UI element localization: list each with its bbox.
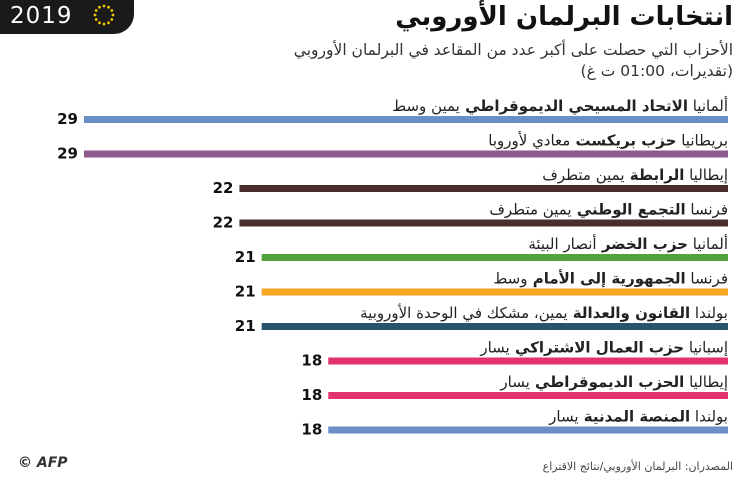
orientation-label: يمين متطرف [489, 201, 571, 219]
row-label: بولندا المنصة المدنية يسار [548, 408, 728, 426]
country-label: ألمانيا [688, 234, 728, 253]
seat-value-label: 18 [301, 352, 322, 370]
eu-stars-icon [93, 4, 115, 26]
afp-credit: © AFP [18, 455, 68, 471]
orientation-label: يسار [499, 373, 529, 391]
bar [239, 185, 728, 192]
country-label: فرنسا [686, 270, 728, 288]
party-label: القانون والعدالة [568, 304, 691, 322]
country-label: بولندا [690, 408, 728, 426]
row-label: ألمانيا الاتحاد المسيحي الديموقراطي يمين… [392, 96, 728, 115]
bar [328, 357, 728, 365]
country-label: فرنسا [686, 201, 728, 219]
party-label: حزب العمال الاشتراكي [510, 339, 684, 357]
bar [84, 116, 728, 123]
chart-subtitle: الأحزاب التي حصلت على أكبر عدد من المقاع… [294, 40, 733, 82]
row-label: إيطاليا الحزب الديموقراطي يسار [499, 373, 728, 391]
country-label: بولندا [690, 304, 728, 322]
party-label: الجمهورية إلى الأمام [528, 270, 686, 288]
row-label: بريطانيا حزب بريكست معادي لأوروبا [488, 131, 728, 151]
source-note: المصدران: البرلمان الأوروبي/نتائج الاقتر… [542, 460, 733, 473]
row-label: فرنسا الجمهورية إلى الأمام وسط [493, 270, 728, 288]
row-label: فرنسا التجمع الوطني يمين متطرف [489, 201, 728, 219]
orientation-label: أنصار البيئة [528, 234, 596, 253]
row-label: إيطاليا الرابطة يمين متطرف [542, 166, 728, 184]
orientation-label: وسط [493, 270, 527, 288]
bar [328, 426, 728, 434]
orientation-label: يمين متطرف [542, 166, 624, 184]
subtitle-line-1: الأحزاب التي حصلت على أكبر عدد من المقاع… [293, 41, 733, 59]
row-label: ألمانيا حزب الخضر أنصار البيئة [528, 234, 728, 253]
country-label: إسبانيا [684, 339, 728, 357]
row-label: إسبانيا حزب العمال الاشتراكي يسار [479, 339, 728, 357]
bar [261, 254, 728, 261]
orientation-label: معادي لأوروبا [488, 131, 570, 151]
orientation-label: يسار [548, 408, 578, 426]
bar [328, 392, 728, 399]
orientation-label: يمين وسط [392, 97, 460, 115]
party-label: الحزب الديموقراطي [530, 373, 685, 391]
subtitle-line-2: (تقديرات، 01:00 ت غ) [580, 62, 733, 80]
orientation-label: يمين، مشكك في الوحدة الأوروبية [360, 303, 567, 323]
seat-value-label: 29 [57, 110, 78, 128]
seat-value-label: 29 [57, 145, 78, 163]
party-label: المنصة المدنية [579, 408, 691, 426]
bar [84, 150, 728, 158]
party-label: حزب بريكست [570, 132, 676, 150]
country-label: إيطاليا [684, 166, 728, 184]
seat-value-label: 18 [301, 386, 322, 404]
bar [261, 323, 728, 330]
seat-value-label: 21 [235, 248, 256, 266]
seat-value-label: 18 [301, 421, 322, 439]
year-badge: 2019 [0, 0, 134, 34]
seat-value-label: 22 [213, 214, 234, 232]
country-label: بريطانيا [676, 132, 728, 150]
seat-value-label: 21 [235, 317, 256, 335]
country-label: إيطاليا [684, 373, 728, 391]
chart-title: انتخابات البرلمان الأوروبي [395, 2, 733, 32]
party-label: حزب الخضر [597, 235, 688, 253]
party-label: الاتحاد المسيحي الديموقراطي [460, 97, 688, 115]
row-label: بولندا القانون والعدالة يمين، مشكك في ال… [360, 303, 728, 323]
party-label: الرابطة [625, 166, 685, 184]
year-label: 2019 [10, 3, 73, 29]
seat-value-label: 21 [235, 283, 256, 301]
country-label: ألمانيا [688, 96, 728, 115]
orientation-label: يسار [479, 339, 509, 357]
bar [261, 288, 728, 296]
seat-value-label: 22 [213, 179, 234, 197]
party-label: التجمع الوطني [572, 201, 686, 219]
bar [239, 219, 728, 227]
